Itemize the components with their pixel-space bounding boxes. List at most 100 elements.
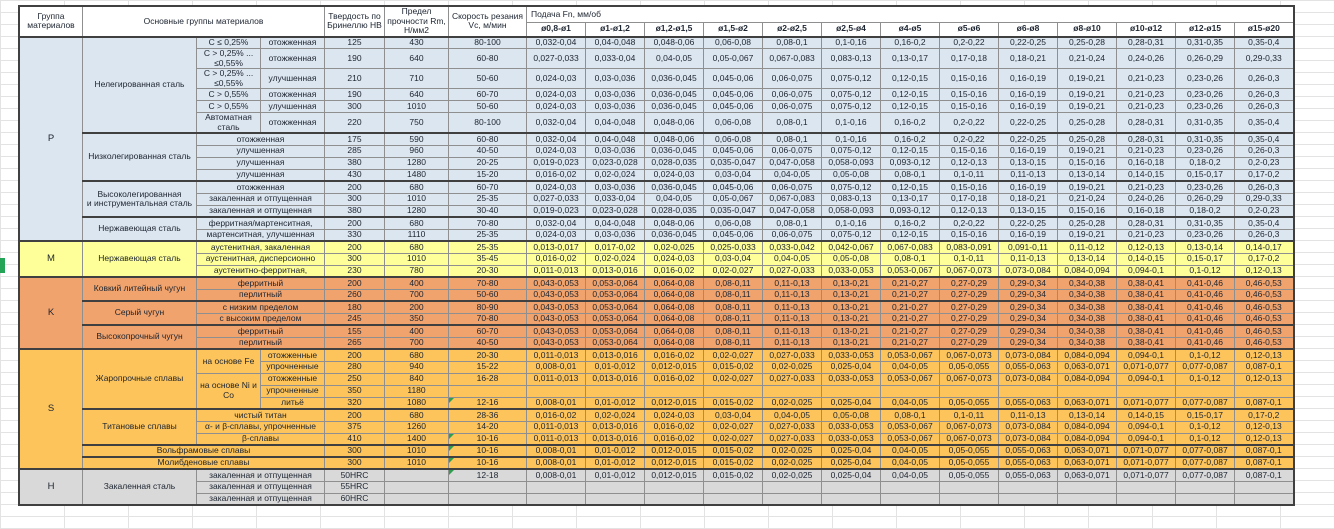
feed-cell[interactable]: 0,091-0,11 <box>998 240 1058 254</box>
strength-cell[interactable]: 700 <box>384 288 449 302</box>
feed-cell[interactable]: 0,06-0,075 <box>762 144 822 158</box>
feed-cell[interactable] <box>998 492 1058 506</box>
header-feed-diameter[interactable]: ø2-ø2,5 <box>762 21 822 38</box>
feed-cell[interactable]: 0,16-0,19 <box>998 180 1058 194</box>
speed-cell[interactable]: 80-100 <box>448 35 527 50</box>
state-cell[interactable]: упрочненные <box>260 360 325 374</box>
speed-cell[interactable] <box>448 492 527 506</box>
feed-cell[interactable]: 0,04-0,05 <box>880 444 940 458</box>
feed-cell[interactable]: 0,46-0,53 <box>1234 324 1294 338</box>
feed-cell[interactable]: 0,027-0,033 <box>762 348 822 362</box>
feed-cell[interactable]: 0,027-0,033 <box>762 432 822 446</box>
feed-cell[interactable]: 0,29-0,34 <box>998 276 1058 290</box>
feed-cell[interactable]: 0,012-0,015 <box>644 360 704 374</box>
feed-cell[interactable]: 0,13-0,21 <box>821 288 881 302</box>
feed-cell[interactable]: 0,15-0,16 <box>939 144 999 158</box>
feed-cell[interactable]: 0,064-0,08 <box>644 288 704 302</box>
feed-cell[interactable]: 0,075-0,12 <box>821 228 881 242</box>
speed-cell[interactable]: 28-36 <box>448 408 527 422</box>
feed-cell[interactable]: 0,06-0,075 <box>762 88 822 102</box>
feed-cell[interactable]: 0,025-0,04 <box>821 360 881 374</box>
feed-cell[interactable]: 0,093-0,12 <box>880 204 940 218</box>
hardness-cell[interactable]: 220 <box>324 112 385 134</box>
feed-cell[interactable]: 0,063-0,071 <box>1057 396 1117 410</box>
hardness-cell[interactable]: 200 <box>324 180 385 194</box>
feed-cell[interactable]: 0,04-0,05 <box>762 252 822 266</box>
feed-cell[interactable]: 0,032-0,04 <box>526 112 586 134</box>
feed-cell[interactable]: 0,087-0,1 <box>1234 468 1294 482</box>
feed-cell[interactable]: 0,18-0,2 <box>1175 156 1235 170</box>
feed-cell[interactable] <box>1175 384 1235 398</box>
hardness-cell[interactable]: 330 <box>324 228 385 242</box>
feed-cell[interactable]: 0,23-0,26 <box>1175 180 1235 194</box>
feed-cell[interactable]: 0,035-0,047 <box>703 204 763 218</box>
feed-cell[interactable]: 0,01-0,012 <box>585 396 645 410</box>
feed-cell[interactable]: 0,17-0,2 <box>1234 252 1294 266</box>
feed-cell[interactable]: 0,12-0,15 <box>880 100 940 114</box>
speed-cell[interactable]: 70-80 <box>448 276 527 290</box>
feed-cell[interactable] <box>762 492 822 506</box>
feed-cell[interactable]: 0,016-0,02 <box>644 348 704 362</box>
feed-cell[interactable]: 0,04-0,05 <box>644 48 704 70</box>
speed-cell[interactable]: 25-35 <box>448 192 527 206</box>
feed-cell[interactable]: 0,025-0,04 <box>821 444 881 458</box>
feed-cell[interactable]: 0,053-0,064 <box>585 336 645 350</box>
feed-cell[interactable]: 0,012-0,015 <box>644 444 704 458</box>
feed-cell[interactable]: 0,38-0,41 <box>1116 336 1176 350</box>
feed-cell[interactable]: 0,08-0,1 <box>762 132 822 146</box>
feed-cell[interactable]: 0,41-0,46 <box>1175 288 1235 302</box>
header-feed-diameter[interactable]: ø2,5-ø4 <box>821 21 881 38</box>
hardness-cell[interactable]: 200 <box>324 276 385 290</box>
feed-cell[interactable]: 0,18-0,21 <box>998 48 1058 70</box>
feed-cell[interactable]: 0,46-0,53 <box>1234 312 1294 326</box>
hardness-cell[interactable]: 380 <box>324 204 385 218</box>
feed-cell[interactable]: 0,1-0,16 <box>821 216 881 230</box>
feed-cell[interactable]: 0,23-0,26 <box>1175 144 1235 158</box>
feed-cell[interactable]: 0,11-0,13 <box>762 276 822 290</box>
feed-cell[interactable]: 0,06-0,075 <box>762 100 822 114</box>
feed-cell[interactable] <box>1116 480 1176 494</box>
feed-cell[interactable]: 0,46-0,53 <box>1234 336 1294 350</box>
hardness-cell[interactable]: 210 <box>324 68 385 90</box>
subgroup-cell[interactable]: C > 0,55% <box>196 100 261 114</box>
feed-cell[interactable]: 0,11-0,13 <box>762 300 822 314</box>
feed-cell[interactable]: 0,27-0,29 <box>939 288 999 302</box>
header-feed-diameter[interactable]: ø1,5-ø2 <box>703 21 763 38</box>
feed-cell[interactable]: 0,043-0,053 <box>526 276 586 290</box>
feed-cell[interactable]: 0,12-0,15 <box>880 144 940 158</box>
feed-cell[interactable]: 0,04-0,05 <box>762 408 822 422</box>
feed-cell[interactable]: 0,02-0,025 <box>762 396 822 410</box>
feed-cell[interactable]: 0,12-0,13 <box>1234 348 1294 362</box>
feed-cell[interactable]: 0,1-0,16 <box>821 112 881 134</box>
feed-cell[interactable]: 0,14-0,15 <box>1116 168 1176 182</box>
strength-cell[interactable]: 1010 <box>384 100 449 114</box>
feed-cell[interactable]: 0,05-0,055 <box>939 456 999 470</box>
feed-cell[interactable]: 0,15-0,17 <box>1175 408 1235 422</box>
feed-cell[interactable]: 0,073-0,084 <box>998 420 1058 434</box>
feed-cell[interactable]: 0,064-0,08 <box>644 300 704 314</box>
feed-cell[interactable]: 0,083-0,13 <box>821 48 881 70</box>
feed-cell[interactable]: 0,053-0,064 <box>585 312 645 326</box>
feed-cell[interactable]: 0,02-0,027 <box>703 348 763 362</box>
header-feed-diameter[interactable]: ø12-ø15 <box>1175 21 1235 38</box>
feed-cell[interactable]: 0,22-0,25 <box>998 112 1058 134</box>
speed-cell[interactable]: 60-80 <box>448 132 527 146</box>
hardness-cell[interactable]: 430 <box>324 168 385 182</box>
state-cell[interactable]: литьё <box>260 396 325 410</box>
hardness-cell[interactable]: 375 <box>324 420 385 434</box>
subgroup-cell[interactable]: мартенситная, улучшенная <box>196 228 325 242</box>
feed-cell[interactable]: 0,055-0,063 <box>998 360 1058 374</box>
feed-cell[interactable]: 0,053-0,064 <box>585 300 645 314</box>
feed-cell[interactable]: 0,13-0,17 <box>880 192 940 206</box>
feed-cell[interactable] <box>880 480 940 494</box>
feed-cell[interactable]: 0,008-0,01 <box>526 444 586 458</box>
feed-cell[interactable] <box>998 480 1058 494</box>
material-cell[interactable]: Ковкий литейный чугун <box>82 276 197 302</box>
feed-cell[interactable]: 0,028-0,035 <box>644 156 704 170</box>
feed-cell[interactable]: 0,071-0,077 <box>1116 360 1176 374</box>
strength-cell[interactable]: 960 <box>384 144 449 158</box>
feed-cell[interactable]: 0,26-0,3 <box>1234 100 1294 114</box>
strength-cell[interactable]: 1080 <box>384 396 449 410</box>
feed-cell[interactable] <box>1234 492 1294 506</box>
feed-cell[interactable] <box>1057 492 1117 506</box>
